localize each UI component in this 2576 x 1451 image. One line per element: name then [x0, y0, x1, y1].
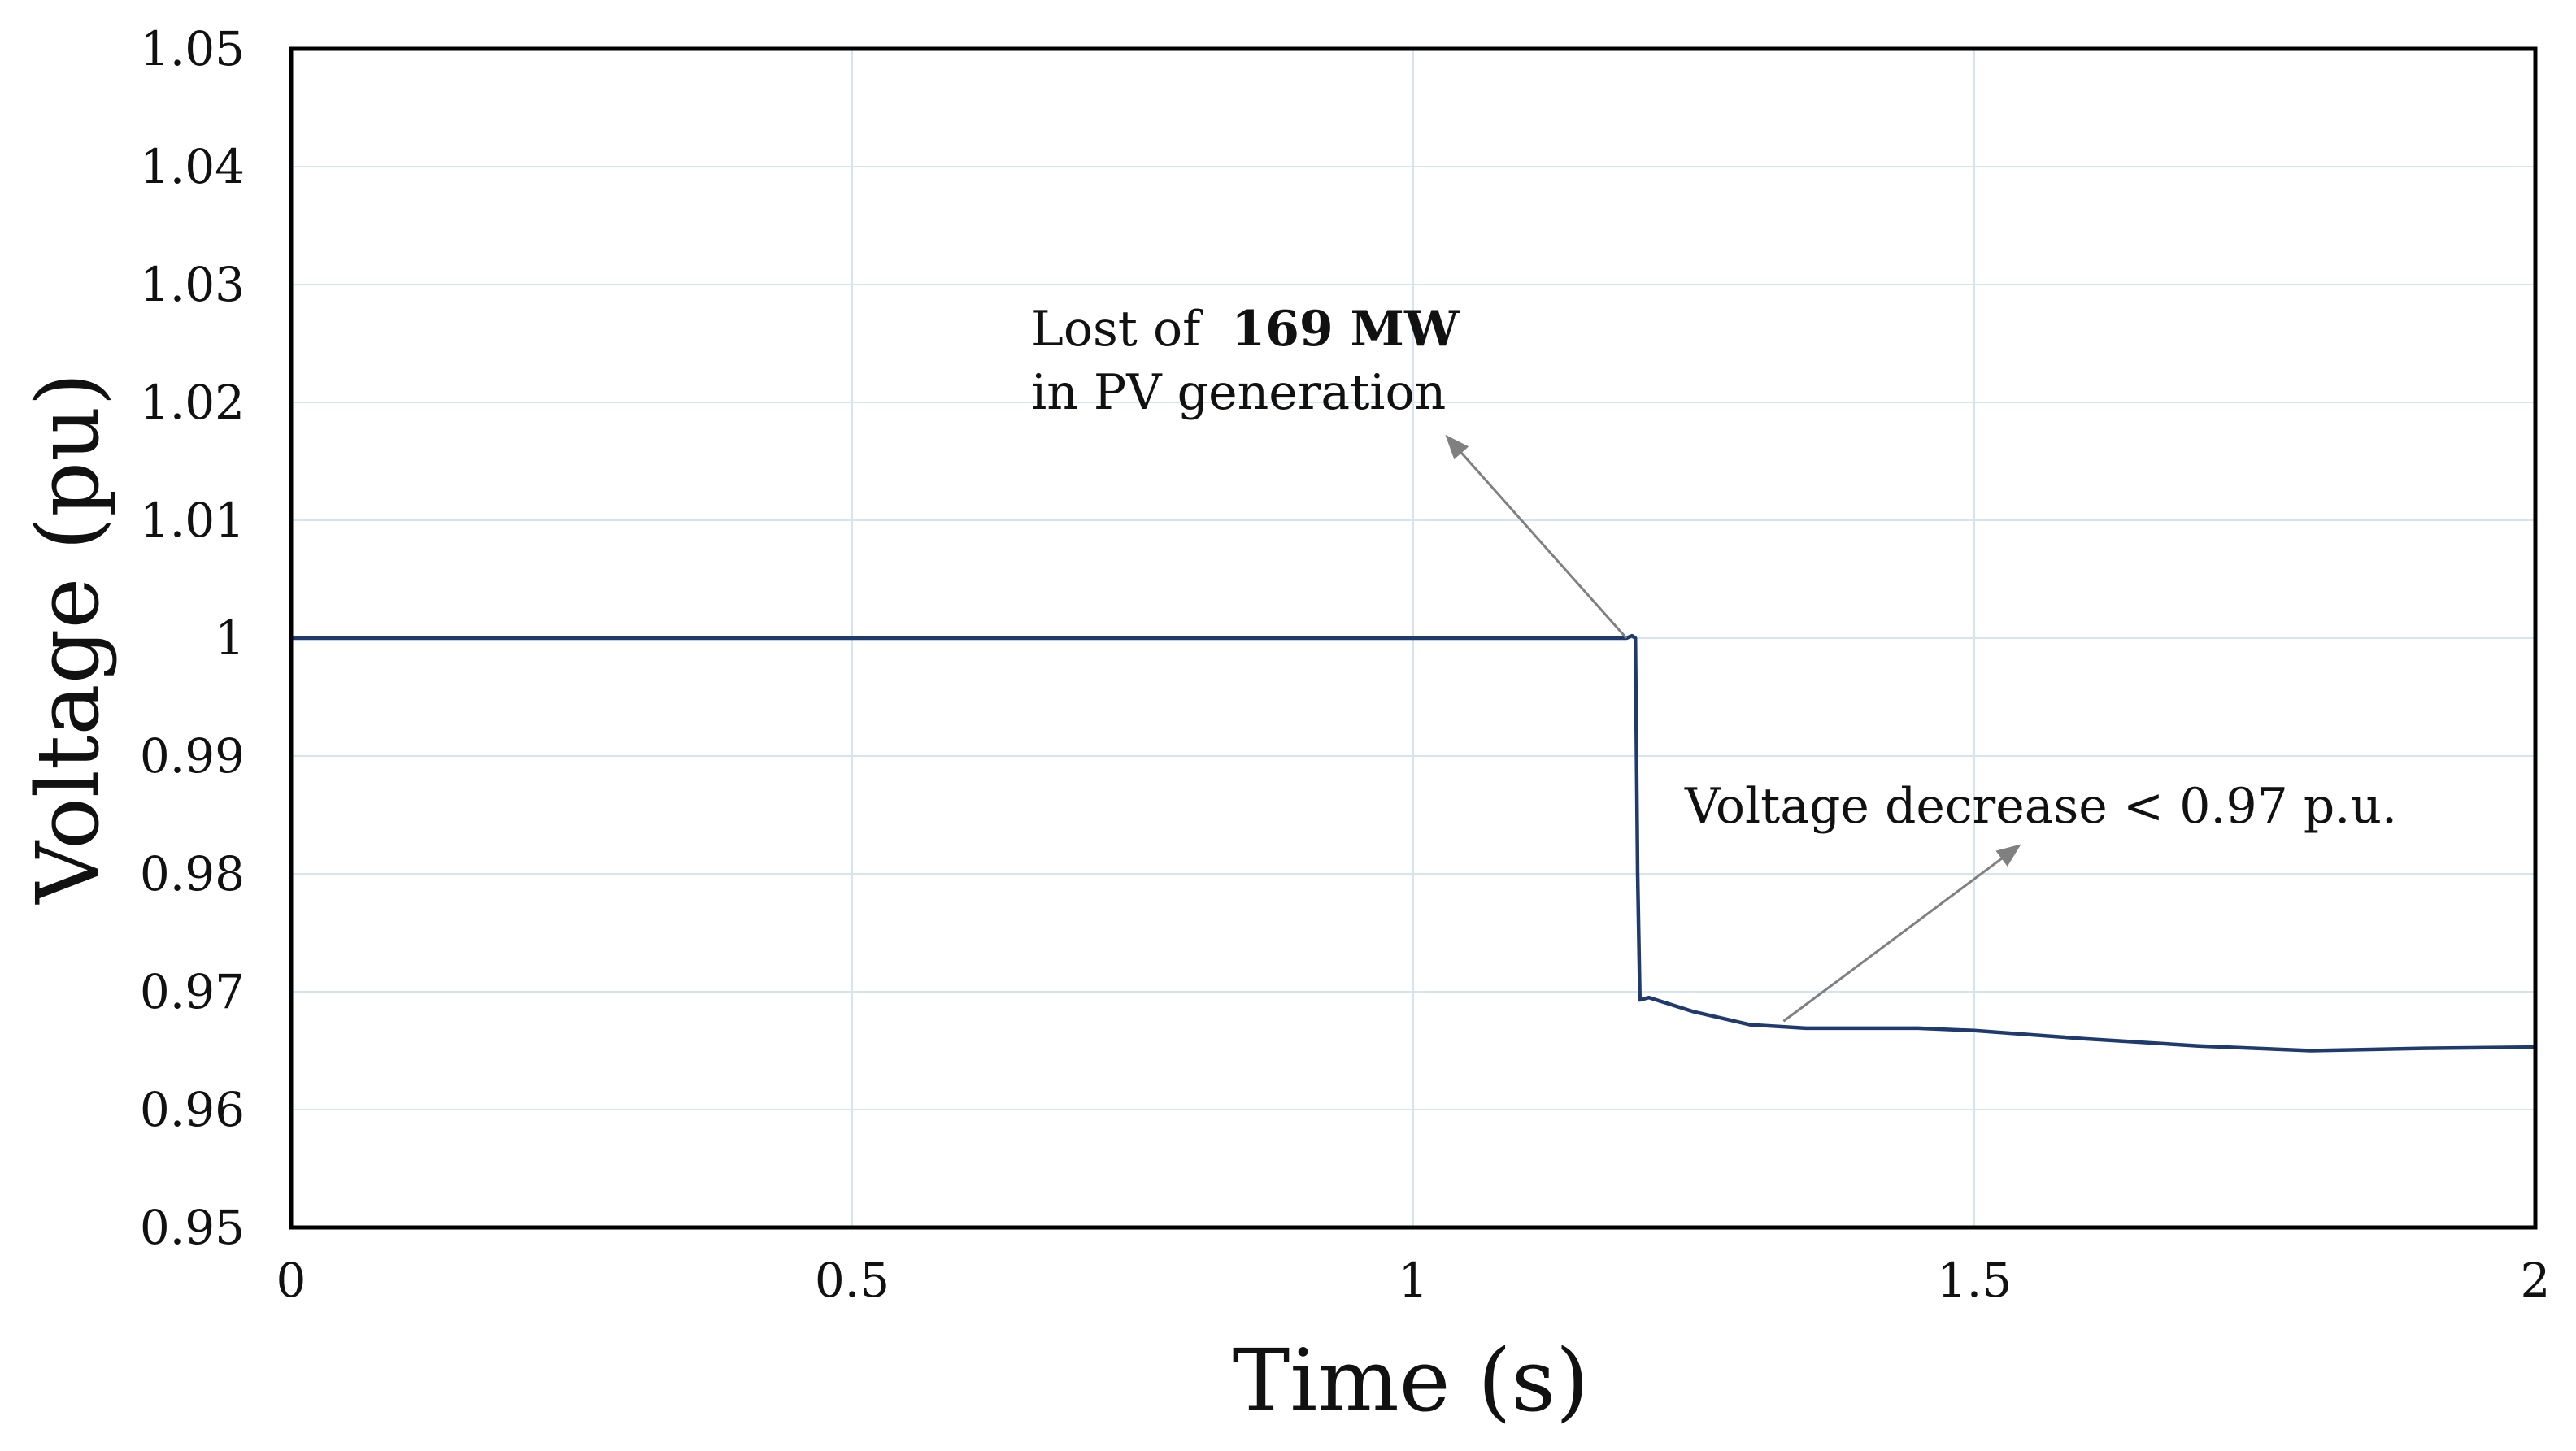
y-tick-label-7: 1.02	[140, 375, 245, 430]
y-tick-label-8: 1.03	[140, 257, 245, 312]
y-tick-label-9: 1.04	[140, 139, 245, 194]
y-axis-ticks: 0.95 0.96 0.97 0.98 0.99 1 1.01 1.02 1.03 1.04 1.0…	[140, 21, 245, 1255]
x-axis-ticks: 0 0.5 1 1.5 2	[276, 1253, 2551, 1308]
x-tick-label-1: 0.5	[815, 1253, 890, 1308]
annotation-arrow-pv-loss	[1445, 434, 1628, 639]
annotation-pv-loss-prefix: Lost of	[1031, 301, 1216, 358]
annotation-pv-loss-line1: Lost of 169 MW	[1031, 301, 1460, 358]
y-tick-label-5: 1	[215, 610, 245, 666]
y-tick-label-3: 0.98	[140, 846, 245, 901]
annotation-pv-loss-bold: 169 MW	[1231, 301, 1460, 358]
annotation-pv-loss-line2: in PV generation	[1031, 364, 1446, 421]
annotations: Lost of 169 MW in PV generation Voltage …	[1031, 301, 2397, 1023]
y-tick-label-2: 0.97	[140, 964, 245, 1019]
x-tick-label-2: 1	[1399, 1253, 1429, 1308]
y-tick-label-10: 1.05	[140, 21, 245, 76]
x-axis-label: Time (s)	[1233, 1331, 1590, 1431]
annotation-voltage-decrease: Voltage decrease < 0.97 p.u.	[1684, 778, 2397, 835]
series-layer	[289, 633, 2538, 1053]
y-tick-label-6: 1.01	[140, 493, 245, 548]
x-tick-label-3: 1.5	[1937, 1253, 2012, 1308]
plot-frame	[289, 46, 2538, 1230]
annotation-arrow-voltage-decrease	[1782, 844, 2021, 1023]
y-axis-label: Voltage (pu)	[18, 372, 118, 905]
series-line-0	[289, 633, 2538, 1053]
y-tick-label-1: 0.96	[140, 1082, 245, 1137]
y-tick-label-4: 0.99	[140, 728, 245, 784]
plot-border	[289, 46, 2538, 1230]
y-tick-label-0: 0.95	[140, 1200, 245, 1255]
x-tick-label-0: 0	[276, 1253, 307, 1308]
x-tick-label-4: 2	[2521, 1253, 2551, 1308]
